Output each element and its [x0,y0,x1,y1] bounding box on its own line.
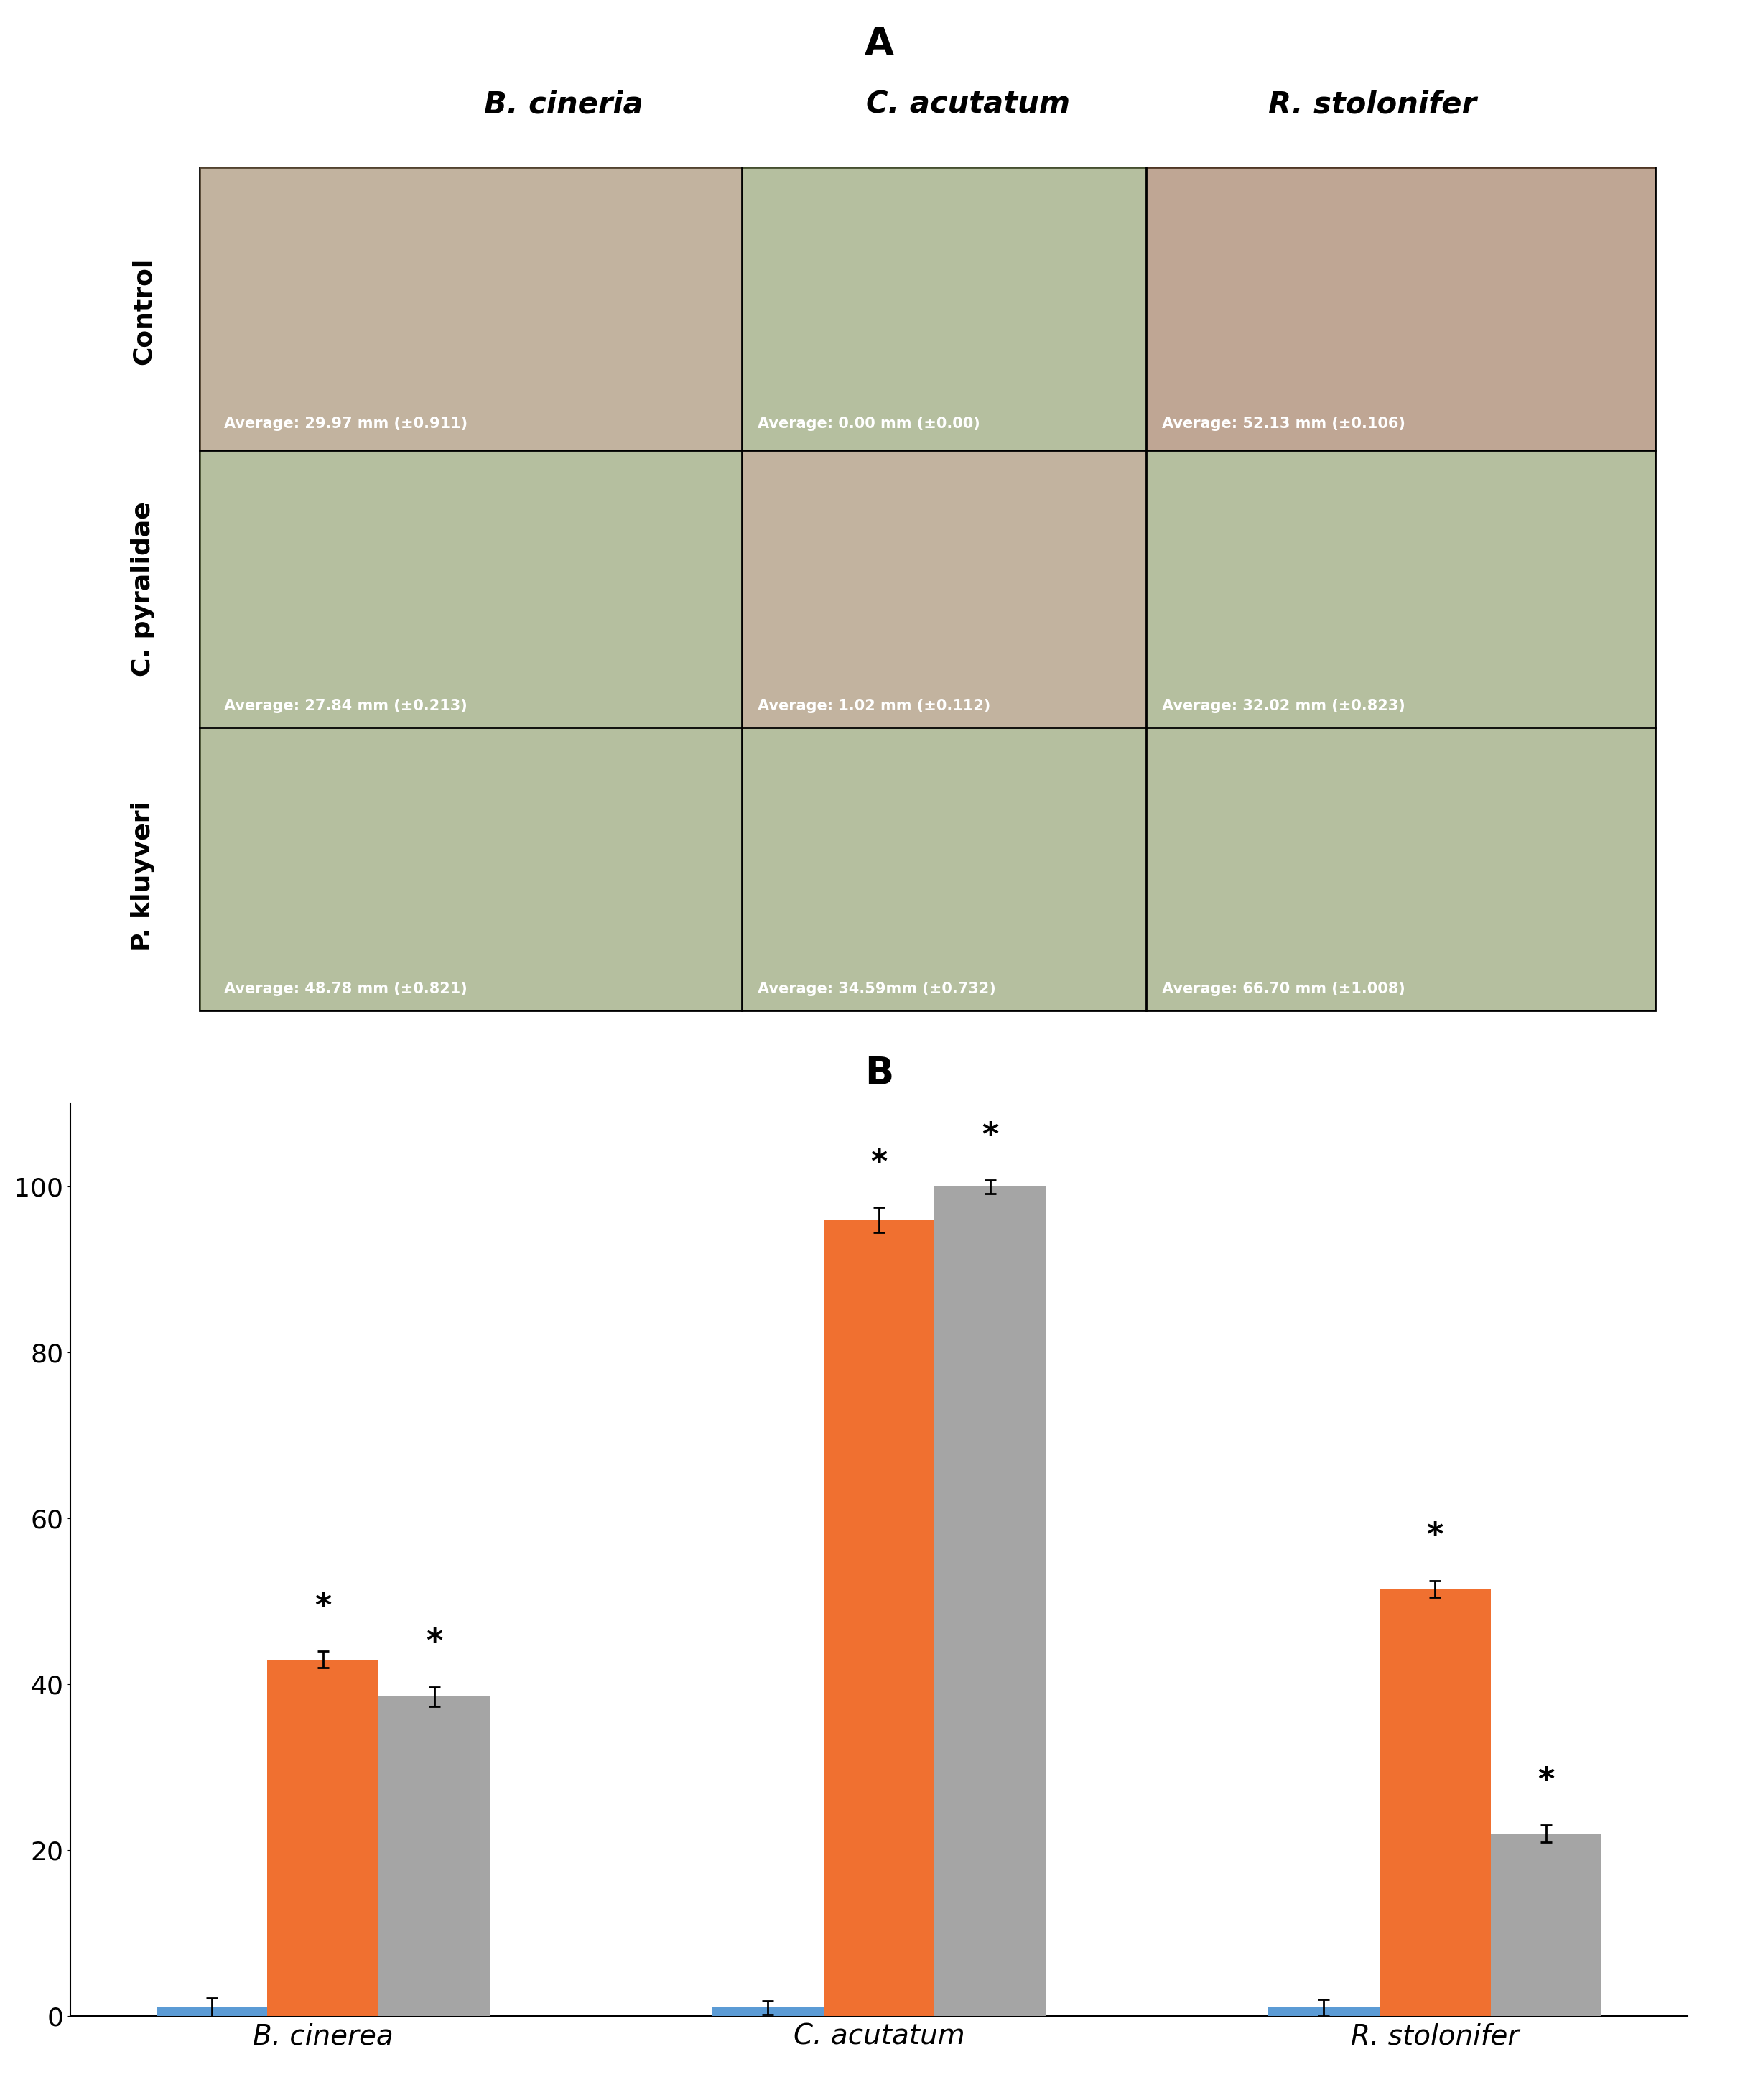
FancyBboxPatch shape [742,449,1146,729]
Text: *: * [983,1119,999,1151]
Text: Average: 29.97 mm (±0.911): Average: 29.97 mm (±0.911) [223,416,468,430]
Bar [1268,2008,1380,2016]
Text: C. acutatum: C. acutatum [867,90,1071,120]
Text: Average: 48.78 mm (±0.821): Average: 48.78 mm (±0.821) [223,981,468,995]
Text: *: * [315,1592,331,1621]
FancyBboxPatch shape [200,729,742,1010]
Text: A: A [865,25,893,63]
FancyBboxPatch shape [1146,168,1656,449]
Text: Average: 27.84 mm (±0.213): Average: 27.84 mm (±0.213) [223,699,468,714]
Bar [935,1186,1046,2016]
FancyBboxPatch shape [742,729,1146,1010]
Text: Average: 52.13 mm (±0.106): Average: 52.13 mm (±0.106) [1162,416,1405,430]
FancyBboxPatch shape [1146,729,1656,1010]
Text: Average: 32.02 mm (±0.823): Average: 32.02 mm (±0.823) [1162,699,1405,714]
Text: Average: 0.00 mm (±0.00): Average: 0.00 mm (±0.00) [758,416,981,430]
Text: Average: 34.59mm (±0.732): Average: 34.59mm (±0.732) [758,981,997,995]
Text: Control: Control [130,258,155,365]
Text: *: * [870,1147,888,1178]
Bar [378,1697,490,2016]
FancyBboxPatch shape [200,168,742,449]
Text: *: * [425,1627,443,1657]
Bar [267,1659,378,2016]
Bar [1380,1590,1491,2016]
Text: R. stolonifer: R. stolonifer [1268,90,1477,120]
Title: B: B [865,1054,893,1092]
Text: *: * [1427,1520,1443,1552]
Bar [156,2008,267,2016]
Bar [1491,1833,1602,2016]
FancyBboxPatch shape [742,168,1146,449]
FancyBboxPatch shape [1146,449,1656,729]
FancyBboxPatch shape [200,449,742,729]
Text: *: * [1538,1766,1554,1796]
Text: C. pyralidae: C. pyralidae [130,502,155,676]
Text: Average: 66.70 mm (±1.008): Average: 66.70 mm (±1.008) [1162,981,1405,995]
Bar [712,2008,823,2016]
Text: Average: 1.02 mm (±0.112): Average: 1.02 mm (±0.112) [758,699,990,714]
Text: B. cineria: B. cineria [483,90,643,120]
Bar [823,1220,935,2016]
Text: P. kluyveri: P. kluyveri [130,800,155,951]
FancyBboxPatch shape [200,168,1656,1010]
